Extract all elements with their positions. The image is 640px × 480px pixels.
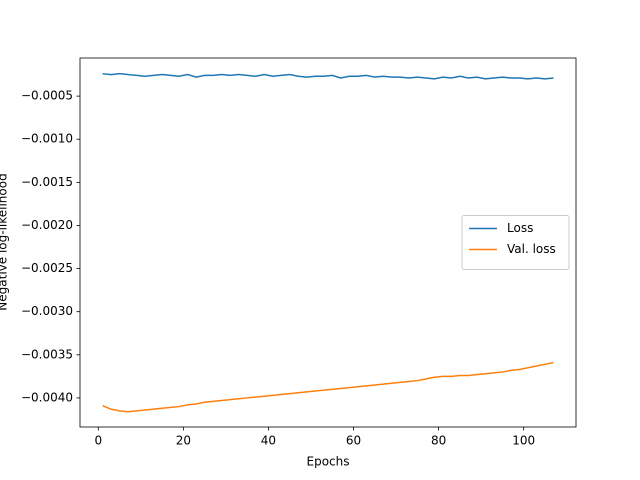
y-tick-label: −0.0030 [21,304,73,318]
line-series [102,72,554,80]
axes-frame [79,57,577,428]
y-axis-label: Negative log-likelihood [0,173,10,310]
legend-label: Val. loss [507,242,556,256]
x-tick-label: 100 [512,434,535,448]
y-tick-label: −0.0005 [21,89,73,103]
line-series [102,361,554,413]
y-tick-label: −0.0020 [21,218,73,232]
x-tick-label: 60 [346,434,361,448]
y-tick-label: −0.0040 [21,390,73,404]
x-tick-label: 20 [176,434,191,448]
y-tick-label: −0.0025 [21,261,73,275]
x-tick-label: 80 [431,434,446,448]
x-tick-label: 40 [261,434,276,448]
y-tick-label: −0.0010 [21,132,73,146]
y-tick-label: −0.0035 [21,347,73,361]
y-tick-label: −0.0015 [21,175,73,189]
x-tick-label: 0 [94,434,102,448]
legend-label: Loss [507,221,533,235]
x-axis-label: Epochs [307,455,350,469]
